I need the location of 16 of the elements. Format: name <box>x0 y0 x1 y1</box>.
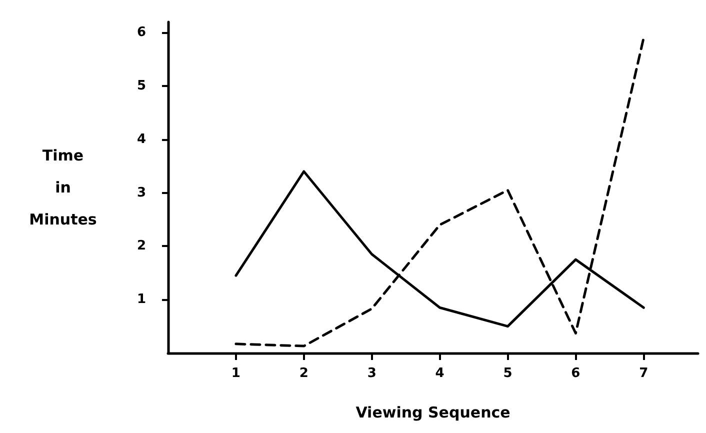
x-tick-label: 5 <box>503 366 512 381</box>
y-tick-label: 6 <box>136 25 146 40</box>
line-series <box>234 36 645 348</box>
x-tick-label: 2 <box>299 366 308 381</box>
x-tick-label: 1 <box>231 366 240 381</box>
y-tick-label: 1 <box>136 292 146 308</box>
x-tick-label: 3 <box>367 366 376 381</box>
y-tick-label: 4 <box>136 132 146 147</box>
y-tick-label: 5 <box>136 78 146 94</box>
y-tick-label: 3 <box>136 185 146 200</box>
y-axis-title: Time in Minutes <box>29 146 97 228</box>
y-tick-label: 2 <box>136 238 146 254</box>
x-tick-label: 4 <box>435 366 444 381</box>
x-tick-label: 6 <box>571 366 580 381</box>
x-axis-title: Viewing Sequence <box>356 404 510 422</box>
x-tick-label: 7 <box>639 366 648 381</box>
